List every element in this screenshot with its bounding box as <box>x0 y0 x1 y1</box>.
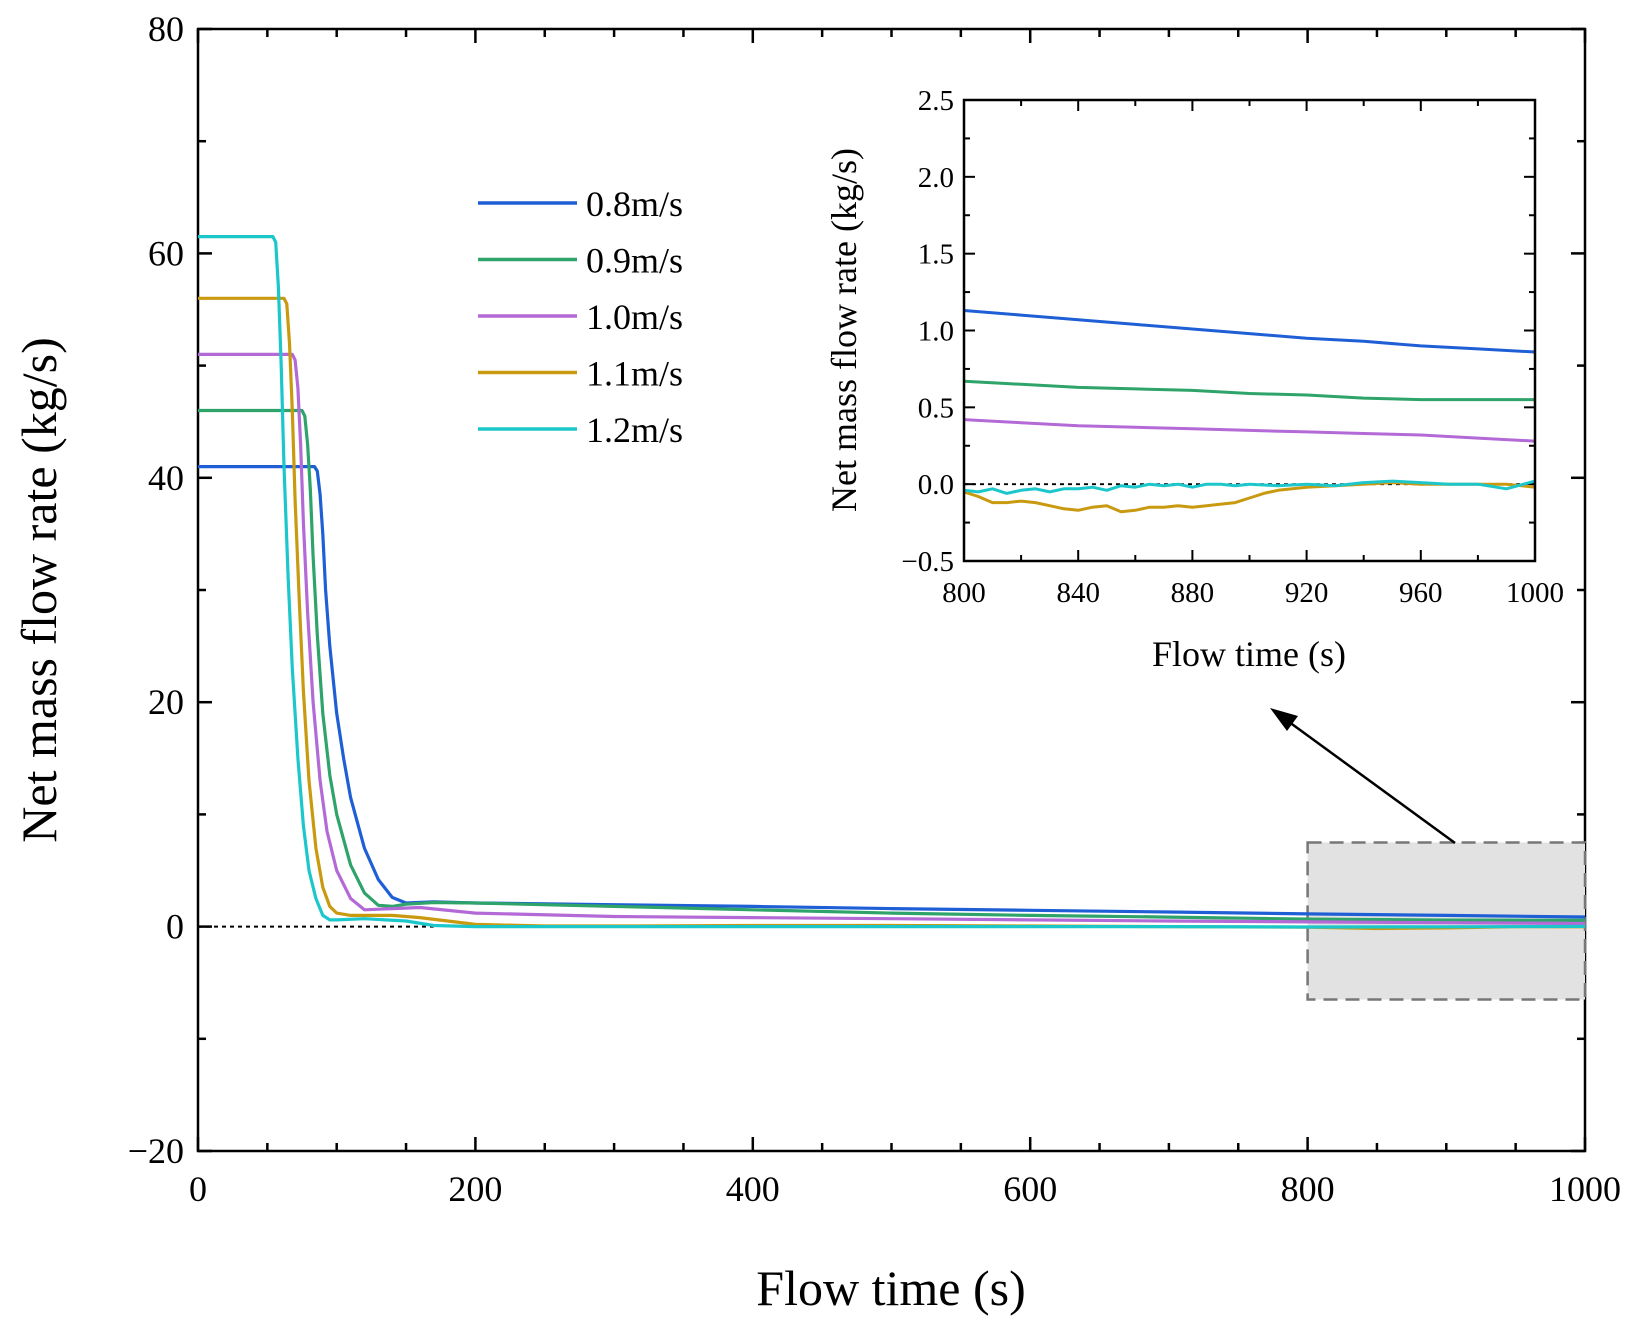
inset-y-axis-title: Net mass flow rate (kg/s) <box>824 148 864 512</box>
x-tick-label: 400 <box>726 1169 780 1209</box>
inset-plot: 800 840 880 920 960 1000 −0.5 0.0 0.5 1.0 1.5 2.0 2.… <box>824 85 1564 674</box>
inset-x-tick-label: 1000 <box>1506 577 1564 609</box>
series-line-0-9m-s <box>198 408 1586 923</box>
inset-x-tick-label: 960 <box>1399 577 1443 609</box>
inset-tick-labels: 800 840 880 920 960 1000 −0.5 0.0 0.5 1.0 1.5 2.0 2.… <box>901 85 1564 609</box>
zoom-arrow-line <box>1284 717 1456 845</box>
inset-y-tick-label: 2.5 <box>918 85 954 117</box>
x-tick-label: 1000 <box>1549 1169 1621 1209</box>
y-tick-label: 40 <box>148 458 184 498</box>
inset-series-line-1-1m-s <box>963 481 1536 514</box>
series-line-1-2m-s <box>198 235 1586 929</box>
legend-label-1-1m-s: 1.1m/s <box>586 354 683 394</box>
legend-label-0-8m-s: 0.8m/s <box>586 184 683 224</box>
main-y-axis-title: Net mass flow rate (kg/s) <box>11 337 67 842</box>
inset-y-tick-label: 0.0 <box>918 469 954 501</box>
inset-x-tick-label: 840 <box>1056 577 1100 609</box>
y-tick-label: 20 <box>148 682 184 722</box>
inset-series-line-1-0m-s <box>963 418 1536 443</box>
series-line-1-0m-s <box>198 352 1586 926</box>
inset-x-tick-label: 800 <box>942 577 986 609</box>
x-tick-label: 200 <box>448 1169 502 1209</box>
series-line-0-8m-s <box>198 465 1586 919</box>
inset-x-axis-title: Flow time (s) <box>1152 634 1346 674</box>
inset-series-group <box>963 309 1536 514</box>
legend: 0.8m/s 0.9m/s 1.0m/s 1.1m/s 1.2m/s <box>478 184 683 450</box>
y-tick-label: 80 <box>148 9 184 49</box>
inset-x-tick-label: 880 <box>1171 577 1215 609</box>
inset-y-tick-label: 1.5 <box>918 239 954 271</box>
inset-y-tick-label: 2.0 <box>918 162 954 194</box>
main-series-group <box>198 235 1586 931</box>
inset-y-tick-label: 0.5 <box>918 392 954 424</box>
legend-label-0-9m-s: 0.9m/s <box>586 241 683 281</box>
x-tick-label: 0 <box>189 1169 207 1209</box>
legend-label-1-0m-s: 1.0m/s <box>586 297 683 337</box>
inset-x-tick-label: 920 <box>1285 577 1329 609</box>
main-axis-ticks <box>196 27 1587 1153</box>
inset-plot-frame <box>962 98 1537 563</box>
x-tick-label: 800 <box>1281 1169 1335 1209</box>
inset-y-tick-label: −0.5 <box>901 546 954 578</box>
zoom-arrow-head <box>1270 708 1298 731</box>
y-tick-label: −20 <box>128 1131 184 1171</box>
legend-label-1-2m-s: 1.2m/s <box>586 410 683 450</box>
y-tick-label: 0 <box>166 907 184 947</box>
inset-y-tick-label: 1.0 <box>918 316 954 348</box>
inset-series-line-0-9m-s <box>963 379 1535 402</box>
inset-series-line-1-2m-s <box>963 479 1536 495</box>
x-tick-label: 600 <box>1003 1169 1057 1209</box>
main-x-axis-title: Flow time (s) <box>756 1260 1025 1316</box>
y-tick-label: 60 <box>148 233 184 273</box>
inset-series-line-0-8m-s <box>963 309 1536 354</box>
